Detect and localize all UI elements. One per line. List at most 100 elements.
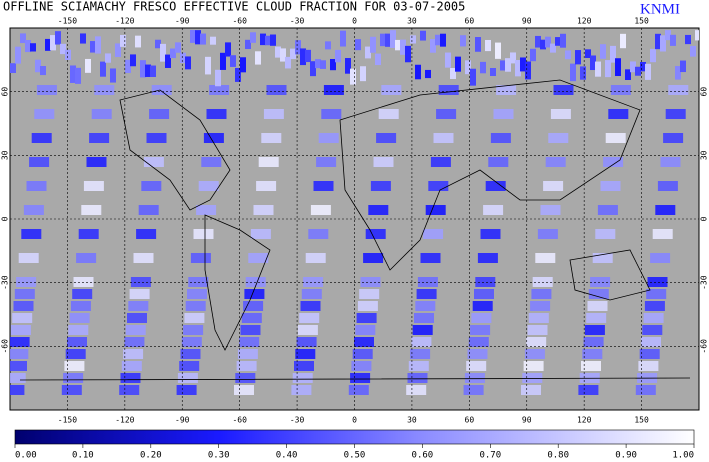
swath-cell <box>138 205 159 215</box>
arctic-cloud <box>475 37 481 52</box>
arctic-cloud <box>655 33 661 50</box>
lon-tick-label: 90 <box>522 416 532 425</box>
swath-cell <box>14 289 35 299</box>
lon-tick-label: -90 <box>175 416 190 425</box>
swath-cell <box>493 109 514 119</box>
colorbar-label: 0.90 <box>615 451 637 461</box>
coastlines <box>19 79 691 381</box>
swath-cell <box>127 313 147 323</box>
arctic-cloud <box>280 48 286 62</box>
arctic-cloud <box>300 48 306 66</box>
swath-cell <box>68 325 89 335</box>
arctic-cloud <box>460 35 466 47</box>
lon-tick-label: 60 <box>465 17 475 26</box>
swath-cell <box>177 373 198 383</box>
swath-cell <box>592 253 613 263</box>
swath-cell <box>595 229 616 239</box>
lon-tick-label: 120 <box>577 416 592 425</box>
swath-cell <box>488 157 509 167</box>
arctic-cloud <box>220 52 226 70</box>
swath-cell <box>584 325 605 335</box>
swath-cell <box>128 301 149 311</box>
arctic-cloud <box>190 30 196 43</box>
arctic-cloud <box>600 44 606 59</box>
lon-tick-label: -120 <box>115 17 134 26</box>
arctic-cloud <box>610 45 616 63</box>
swath-cell <box>642 325 663 335</box>
lat-tick-label: 0 <box>700 216 709 221</box>
swath-cell <box>261 133 282 143</box>
swath-cell <box>180 349 201 359</box>
arctic-cloud <box>650 48 656 63</box>
arctic-cloud <box>575 50 581 65</box>
swath-cell <box>94 85 115 95</box>
swath-cell <box>258 157 279 167</box>
arctic-cloud <box>355 39 361 51</box>
swath-cell <box>351 361 372 371</box>
lon-tick-label: -150 <box>58 416 77 425</box>
arctic-cloud <box>290 48 296 60</box>
arctic-cloud <box>500 60 506 71</box>
arctic-cloud <box>30 43 36 52</box>
swath-cell <box>463 385 484 395</box>
swath-cell <box>578 385 599 395</box>
swath-cell <box>414 313 434 323</box>
swath-cell <box>181 337 202 347</box>
swath-cell <box>13 301 34 311</box>
arctic-cloud <box>690 45 696 57</box>
arctic-cloud <box>585 49 591 58</box>
arctic-cloud <box>370 36 376 53</box>
swath-cell <box>263 109 284 119</box>
swath-cell <box>64 361 85 371</box>
arctic-cloud <box>50 35 56 51</box>
cloud-swaths <box>10 30 699 395</box>
swath-cell <box>668 85 689 95</box>
swath-cell <box>378 109 399 119</box>
arctic-cloud <box>200 33 206 45</box>
swath-cell <box>470 325 491 335</box>
arctic-cloud <box>185 56 191 70</box>
colorbar-label: 0.50 <box>344 451 366 461</box>
arctic-cloud <box>530 48 536 62</box>
swath-cell <box>234 385 254 395</box>
arctic-cloud <box>375 53 381 66</box>
colorbar-label: 0.70 <box>479 451 501 461</box>
swath-cell <box>464 373 485 383</box>
swath-cell <box>638 361 659 371</box>
swath-cell <box>203 133 224 143</box>
arctic-cloud <box>470 68 476 86</box>
swath-cell <box>496 85 517 95</box>
arctic-cloud <box>555 37 561 46</box>
arctic-cloud <box>680 60 686 73</box>
arctic-cloud <box>215 69 221 87</box>
arctic-cloud <box>435 34 441 46</box>
lon-tick-label: 30 <box>407 416 417 425</box>
colorbar-label: 0.20 <box>140 451 162 461</box>
swath-cell <box>581 361 601 371</box>
arctic-cloud <box>445 52 451 68</box>
arctic-cloud <box>70 65 76 83</box>
swath-cell <box>248 253 269 263</box>
swath-cell <box>537 229 558 239</box>
swath-cell <box>188 277 209 287</box>
swath-cell <box>543 181 564 191</box>
swath-cell <box>313 181 334 191</box>
swath-cell <box>548 133 569 143</box>
arctic-cloud <box>625 69 631 80</box>
arctic-cloud <box>310 61 316 77</box>
swath-cell <box>528 313 549 323</box>
swath-cell <box>530 301 551 311</box>
arctic-cloud <box>380 33 386 47</box>
swath-cell <box>236 361 257 371</box>
swath-cell <box>86 157 107 167</box>
lon-tick-label: 0 <box>352 416 357 425</box>
swath-cell <box>29 157 50 167</box>
swath-cell <box>310 205 331 215</box>
arctic-cloud <box>95 36 101 54</box>
swath-cell <box>352 349 373 359</box>
arctic-cloud <box>195 30 201 45</box>
swath-cell <box>433 133 454 143</box>
arctic-cloud <box>140 60 146 78</box>
arctic-cloud <box>505 58 511 72</box>
arctic-cloud <box>250 32 256 43</box>
